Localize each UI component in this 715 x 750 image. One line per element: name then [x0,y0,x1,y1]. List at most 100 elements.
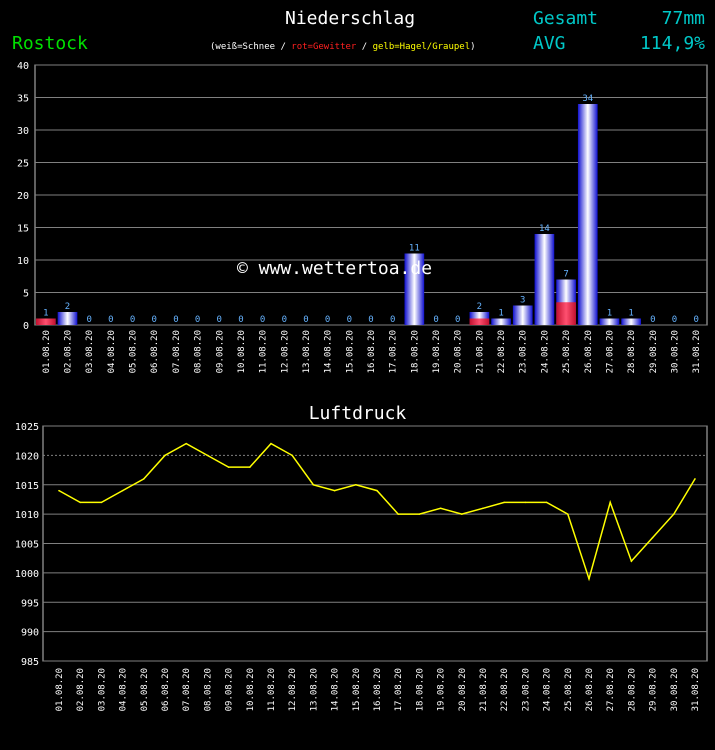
pressure-point [291,454,294,457]
thunder-bar [469,318,490,325]
x-tick-label: 19.08.20 [437,668,447,711]
x-tick-label: 28.08.20 [627,668,637,711]
x-tick-label: 05.08.20 [140,668,150,711]
x-tick-label: 30.08.20 [670,330,680,373]
y-tick-label: 1020 [15,451,39,462]
x-tick-label: 25.08.20 [562,330,572,373]
value-label: 14 [539,224,550,234]
x-tick-label: 08.08.20 [203,668,213,711]
x-tick-label: 27.08.20 [605,330,615,373]
y-tick-label: 1005 [15,540,39,551]
x-tick-label: 01.08.20 [42,330,52,373]
y-tick-label: 1025 [15,422,39,433]
pressure-point [270,442,272,445]
x-tick-label: 24.08.20 [543,668,553,711]
value-label: 0 [108,315,113,325]
pressure-line [58,442,696,582]
y-tick-label: 30 [17,126,29,137]
pressure-point [100,501,103,504]
thunder-bar [36,318,56,325]
pressure-point [312,483,315,486]
x-tick-label: 14.08.20 [331,668,341,711]
y-tick-label: 1015 [15,481,39,492]
x-tick-label: 21.08.20 [479,668,489,711]
y-tick-label: 0 [23,321,29,332]
value-label: 0 [282,315,287,325]
x-tick-label: 16.08.20 [367,330,377,373]
x-tick-label: 23.08.20 [521,668,531,711]
y-tick-label: 15 [17,224,29,235]
pressure-point [58,489,60,492]
y-tick-label: 1000 [15,569,39,580]
pressure-point [439,507,442,510]
total-label: Gesamt [533,8,599,29]
pressure-point [249,466,251,468]
x-tick-label: 30.08.20 [670,668,680,711]
x-tick-label: 18.08.20 [410,330,420,373]
precip-bar [404,253,425,325]
x-tick-label: 03.08.20 [85,330,95,373]
pressure-point [355,483,357,486]
x-tick-label: 27.08.20 [606,668,616,711]
chart-title: Niederschlag [285,8,416,29]
station-name: Rostock [12,33,88,54]
value-label: 0 [173,315,178,325]
legend-snow: weiß=Schnee [215,42,276,52]
x-tick-label: 09.08.20 [225,668,235,711]
precip-bar [534,234,555,325]
legend-open: ( [210,42,216,52]
pressure-point [227,466,230,468]
x-tick-label: 13.08.20 [302,330,312,373]
value-label: 1 [628,309,633,319]
value-label: 0 [390,315,395,325]
pressure-point [482,507,484,510]
x-tick-label: 13.08.20 [309,668,319,711]
avg-label: AVG [533,33,566,54]
x-tick-label: 15.08.20 [352,668,362,711]
value-label: 0 [347,315,352,325]
y-tick-label: 20 [17,191,29,202]
x-tick-label: 16.08.20 [373,668,383,711]
x-tick-label: 22.08.20 [500,668,510,711]
x-tick-label: 12.08.20 [280,330,290,373]
y-tick-label: 35 [17,94,29,105]
x-tick-label: 03.08.20 [97,668,107,711]
precipitation-chart: 0510152025303540101.08.20202.08.20003.08… [17,61,708,373]
thunder-bar [556,302,576,325]
x-tick-label: 11.08.20 [267,668,277,711]
y-tick-label: 10 [17,256,29,267]
value-label: 11 [409,244,420,254]
x-tick-label: 09.08.20 [215,330,225,373]
legend-hail: gelb=Hagel/Graupel [372,42,471,52]
pressure-title: Luftdruck [308,403,407,424]
precip-bar [57,312,78,325]
value-label: 0 [217,315,222,325]
value-label: 0 [325,315,330,325]
pressure-point [333,489,336,492]
x-tick-label: 25.08.20 [564,668,574,711]
x-tick-label: 10.08.20 [246,668,256,711]
x-tick-label: 19.08.20 [432,330,442,373]
x-tick-label: 06.08.20 [150,330,160,373]
y-tick-label: 5 [23,289,29,300]
value-label: 0 [238,315,243,325]
x-tick-label: 01.08.20 [55,668,65,711]
value-label: 0 [368,315,373,325]
x-tick-label: 31.08.20 [692,330,702,373]
y-tick-label: 990 [21,628,39,639]
pressure-point [418,513,421,515]
x-tick-label: 23.08.20 [519,330,529,373]
value-label: 0 [455,315,460,325]
value-label: 3 [520,296,525,306]
x-tick-label: 10.08.20 [237,330,247,373]
x-tick-label: 05.08.20 [129,330,139,373]
pressure-point [503,501,506,504]
pressure-point [567,513,569,515]
legend-note: (weiß=Schnee / rot=Gewitter / gelb=Hagel… [210,42,476,52]
pressure-point [206,454,209,457]
precip-bar [491,318,511,325]
value-label: 7 [563,270,568,280]
y-tick-label: 985 [21,657,39,668]
x-tick-label: 04.08.20 [119,668,129,711]
x-tick-label: 07.08.20 [182,668,192,711]
